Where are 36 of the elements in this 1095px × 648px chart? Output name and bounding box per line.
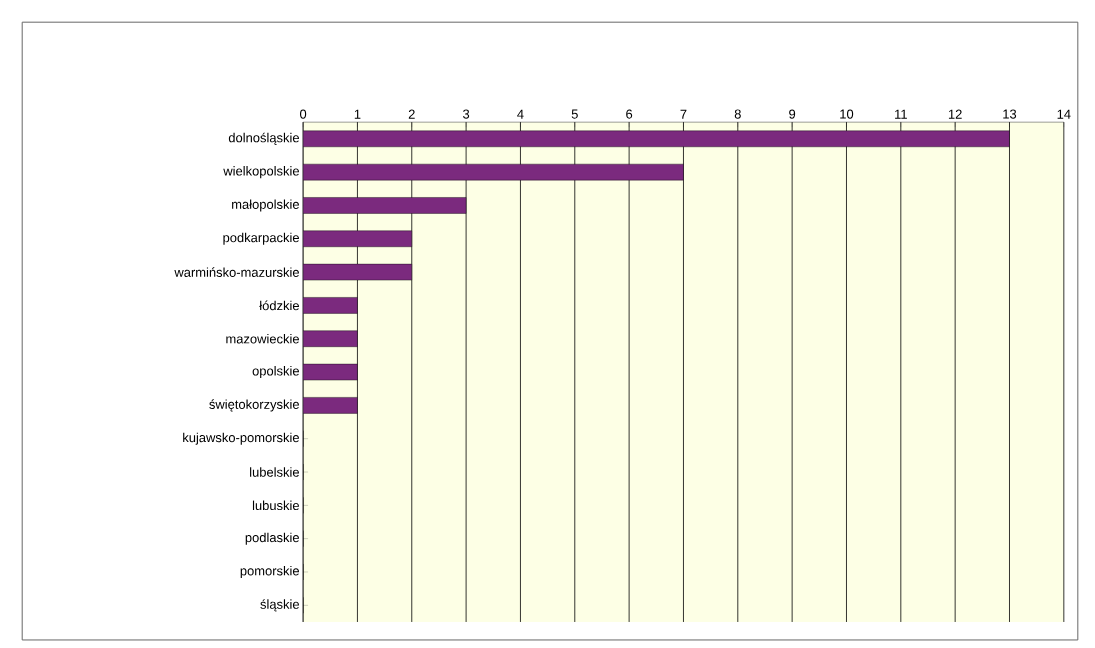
x-tick-label: 9	[789, 109, 796, 119]
x-tick-label: 5	[571, 109, 578, 119]
x-tick-label: 3	[463, 109, 470, 119]
x-tick-label: 10	[840, 109, 854, 119]
x-tick-label: 14	[1057, 109, 1071, 119]
y-tick-label: podkarpackie	[223, 232, 299, 245]
y-tick-label: śląskie	[260, 599, 299, 612]
y-tick-label: podlaskie	[245, 532, 299, 545]
x-tick-label: 2	[408, 109, 415, 119]
y-tick-label: lubelskie	[250, 467, 299, 477]
x-tick-label: 12	[948, 109, 962, 119]
y-tick-label: świętokorzyskie	[209, 399, 299, 412]
y-tick-label: łódzkie	[259, 300, 299, 311]
x-tick-label: 7	[680, 109, 687, 119]
y-tick-label: dolnośląskie	[228, 132, 299, 145]
bar	[303, 130, 1010, 147]
x-tick-label: 4	[517, 109, 524, 119]
x-tick-label: 6	[626, 109, 633, 119]
x-tick-label: 0	[299, 109, 307, 119]
y-tick-label: lubuskie	[252, 500, 299, 511]
y-tick-label: wielkopolskie	[223, 166, 299, 179]
y-tick-label: małopolskie	[232, 199, 299, 212]
x-tick-label: 8	[734, 109, 741, 119]
y-tick-label: kujawsko-pomorskie	[183, 432, 299, 445]
bar	[303, 397, 358, 414]
y-tick-label: warmińsko-mazurskie	[174, 267, 299, 277]
x-tick-label: 11	[895, 109, 907, 119]
y-tick-label: mazowieckie	[226, 333, 299, 344]
x-tick-label: 1	[354, 109, 361, 119]
bar	[303, 330, 358, 347]
bar	[303, 197, 467, 214]
bar	[303, 230, 412, 247]
y-tick-label: opolskie	[252, 365, 299, 379]
y-tick-label: pomorskie	[240, 565, 299, 578]
x-tick-label: 13	[1003, 109, 1017, 119]
bar	[303, 297, 358, 314]
